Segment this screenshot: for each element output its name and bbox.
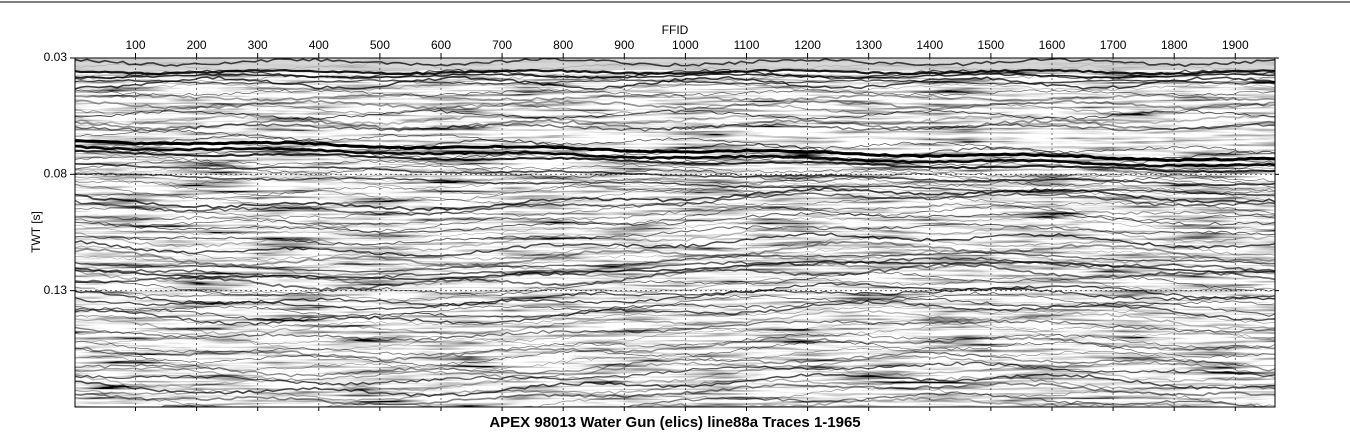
reflector	[75, 203, 1275, 227]
x-tick-label: 900	[614, 38, 634, 52]
x-tick-label: 1600	[1039, 38, 1066, 52]
x-tick-label: 400	[309, 38, 329, 52]
reflector	[75, 260, 1275, 286]
reflector	[75, 376, 1275, 402]
reflector	[75, 319, 1275, 342]
reflector	[75, 351, 1275, 378]
reflector	[75, 251, 1275, 273]
reflector	[75, 139, 1275, 163]
reflector	[75, 99, 1275, 111]
x-tick-label: 1000	[672, 38, 699, 52]
reflector	[75, 386, 1275, 407]
x-tick-label: 500	[370, 38, 390, 52]
reflector	[75, 365, 1275, 392]
reflector	[75, 309, 1275, 335]
reflector	[75, 176, 1275, 202]
plot-frame	[74, 57, 1276, 408]
x-axis-label: FFID	[662, 23, 689, 37]
reflector	[75, 305, 1275, 328]
reflector	[75, 217, 1275, 239]
x-tick-label: 1300	[855, 38, 882, 52]
reflector	[75, 109, 1275, 120]
reflector	[75, 93, 1275, 102]
reflector	[75, 58, 1275, 68]
reflector	[75, 300, 1275, 326]
reflector	[75, 79, 1275, 85]
reflector	[75, 68, 1275, 80]
reflector	[75, 171, 1275, 196]
reflector	[75, 180, 1275, 208]
reflector	[75, 319, 1275, 345]
reflector	[75, 382, 1275, 406]
reflector	[75, 122, 1275, 132]
reflector	[75, 129, 1275, 155]
reflector	[75, 204, 1275, 233]
chart-title: APEX 98013 Water Gun (elics) line88a Tra…	[489, 414, 860, 431]
x-tick-label: 1900	[1222, 38, 1249, 52]
x-tick-label: 300	[248, 38, 268, 52]
reflector	[75, 355, 1275, 382]
seismic-image	[75, 58, 1275, 407]
reflector	[75, 170, 1275, 197]
reflector	[75, 224, 1275, 252]
reflectors	[75, 58, 1275, 407]
reflector	[635, 396, 1210, 407]
reflector	[75, 211, 1275, 234]
reflector	[75, 172, 1275, 196]
reflector	[75, 241, 1275, 268]
x-tick-label: 1500	[978, 38, 1005, 52]
x-tick-label: 1100	[734, 38, 760, 52]
reflector	[80, 391, 1267, 407]
reflector	[75, 149, 1275, 174]
reflector	[75, 246, 1275, 269]
reflector	[75, 89, 1275, 97]
reflector	[75, 162, 1275, 187]
x-tick-label: 800	[553, 38, 573, 52]
reflector	[75, 282, 1275, 307]
reflector	[75, 271, 1275, 297]
reflector	[75, 160, 1275, 188]
reflector	[75, 336, 1275, 362]
reflector	[75, 73, 1275, 79]
y-tick-label: 0.08	[44, 167, 68, 181]
reflector	[75, 192, 1275, 216]
x-tick-label: 700	[492, 38, 512, 52]
reflector	[75, 260, 1275, 281]
reflector	[75, 361, 1275, 386]
reflector	[75, 82, 1275, 93]
reflector	[75, 144, 1275, 168]
x-tick-label: 600	[431, 38, 451, 52]
reflector	[75, 114, 1275, 126]
reflector	[75, 102, 1275, 116]
reflector	[75, 286, 1275, 311]
reflector	[75, 248, 1275, 278]
x-tick-label: 1400	[916, 38, 943, 52]
y-tick-label: 0.13	[44, 283, 68, 297]
reflector	[75, 166, 1275, 190]
y-axis-label: TWT [s]	[29, 211, 43, 253]
reflector	[75, 134, 1275, 162]
reflector	[75, 333, 1275, 357]
reflector	[75, 263, 1275, 292]
x-tick-label: 1800	[1161, 38, 1188, 52]
reflector	[75, 68, 1275, 76]
reflector	[75, 195, 1275, 220]
reflector	[75, 372, 1275, 398]
reflector	[75, 62, 1275, 72]
x-tick-label: 1200	[794, 38, 821, 52]
reflector	[75, 236, 1275, 261]
reflector	[75, 232, 1275, 257]
x-tick-label: 100	[125, 38, 145, 52]
reflector	[75, 324, 1275, 351]
reflector	[75, 340, 1275, 367]
reflector	[75, 223, 1275, 246]
reflector	[75, 347, 1275, 372]
y-tick-label: 0.03	[44, 50, 68, 64]
reflector	[75, 296, 1275, 321]
x-tick-label: 1700	[1100, 38, 1127, 52]
reflector	[75, 291, 1275, 319]
x-tick-label: 200	[187, 38, 207, 52]
